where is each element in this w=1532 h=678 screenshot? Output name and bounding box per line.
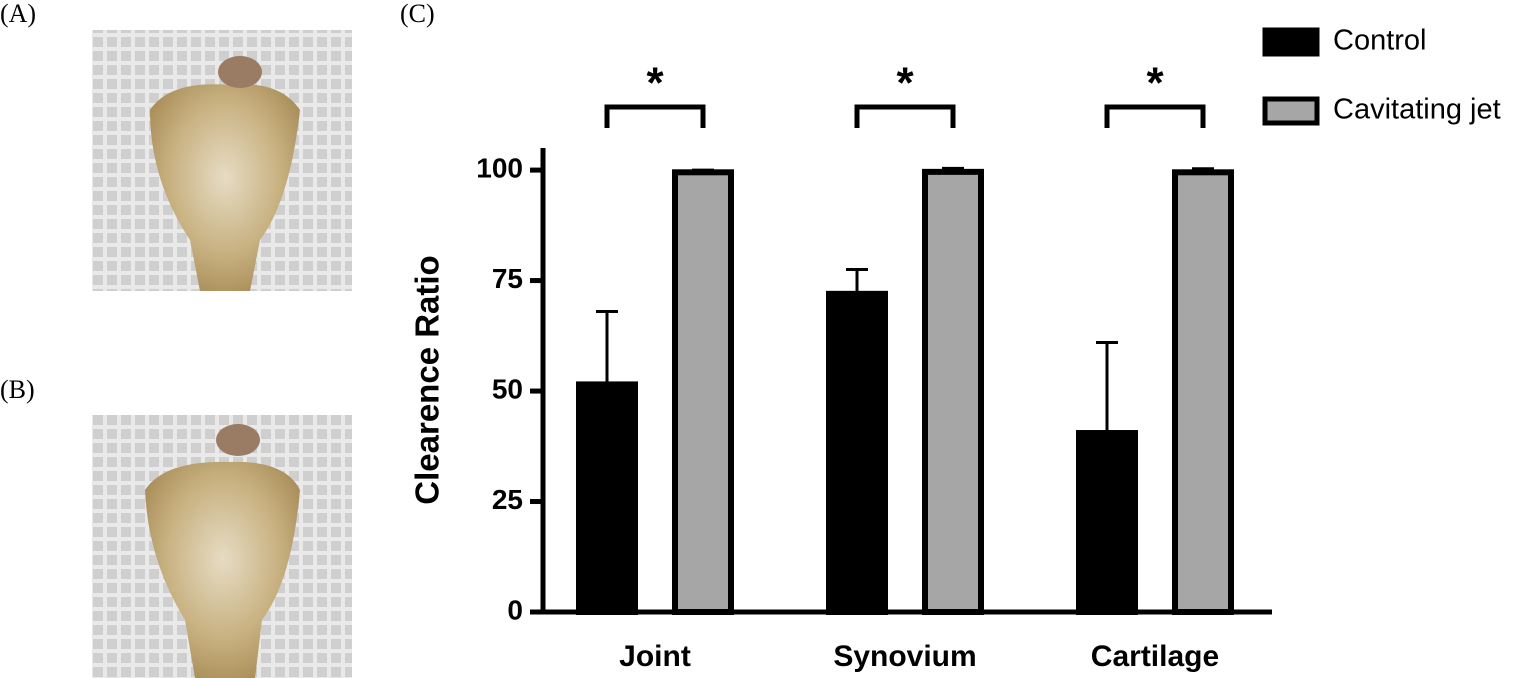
panel-label: (B) xyxy=(0,375,35,404)
legend-label: Control xyxy=(1333,25,1427,57)
y-axis-label: Clearence Ratio xyxy=(409,255,446,504)
bar xyxy=(1076,430,1138,615)
y-tick-label: 100 xyxy=(476,152,523,183)
legend-swatch xyxy=(1262,27,1320,57)
y-tick-label: 0 xyxy=(507,594,523,625)
bar xyxy=(922,168,984,615)
legend-swatch xyxy=(1262,96,1320,126)
panel-label: (C) xyxy=(400,0,435,28)
significance-bracket xyxy=(1104,104,1206,128)
significance-bracket xyxy=(604,104,706,128)
significance-mark: * xyxy=(896,59,914,108)
photo-a xyxy=(92,30,352,292)
bar xyxy=(576,381,638,615)
x-tick-label: Synovium xyxy=(833,640,976,673)
bar xyxy=(826,290,888,615)
y-tick-label: 75 xyxy=(492,263,523,294)
legend-label: Cavitating jet xyxy=(1333,94,1501,126)
y-tick-label: 50 xyxy=(492,373,523,404)
significance-mark: * xyxy=(1146,59,1164,108)
x-tick-label: Cartilage xyxy=(1091,640,1219,673)
y-tick-label: 25 xyxy=(492,484,523,515)
bar xyxy=(1172,169,1234,616)
x-tick-label: Joint xyxy=(619,640,691,673)
photo-b xyxy=(92,415,352,678)
panel-label: (A) xyxy=(0,0,36,28)
significance-bracket xyxy=(854,104,956,128)
significance-mark: * xyxy=(646,59,664,108)
bar xyxy=(672,169,734,616)
